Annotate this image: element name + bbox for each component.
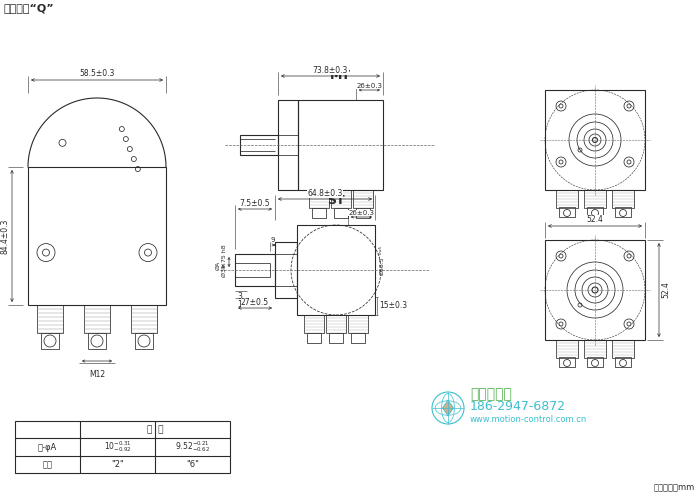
Text: 轴-φA: 轴-φA — [38, 443, 57, 452]
Text: 尺寸单位：mm: 尺寸单位：mm — [654, 483, 695, 492]
Text: 52.4: 52.4 — [661, 282, 670, 298]
Text: 84.4±0.3: 84.4±0.3 — [1, 218, 10, 254]
Text: $9.52^{-0.21}_{-0.62}$: $9.52^{-0.21}_{-0.62}$ — [175, 439, 210, 454]
Text: 64.8±0.3: 64.8±0.3 — [307, 189, 343, 198]
Text: MT: MT — [330, 69, 351, 82]
Text: 52.4: 52.4 — [587, 215, 603, 224]
Text: 15±0.3: 15±0.3 — [379, 302, 407, 310]
Text: 9: 9 — [270, 237, 274, 243]
Polygon shape — [442, 400, 454, 416]
Text: 26±0.3: 26±0.3 — [356, 83, 382, 89]
Text: 15: 15 — [237, 300, 246, 309]
Text: 尺  寸: 尺 寸 — [147, 425, 163, 434]
Text: 方形法兰“Q”: 方形法兰“Q” — [4, 3, 55, 13]
Text: M12: M12 — [89, 370, 105, 379]
Text: "6": "6" — [186, 460, 199, 469]
Text: 26±0.3: 26±0.3 — [349, 210, 375, 216]
Text: 3: 3 — [237, 292, 242, 301]
Text: "2": "2" — [111, 460, 124, 469]
Text: 7.5±0.5: 7.5±0.5 — [239, 199, 270, 208]
Text: Ø31.75 h8: Ø31.75 h8 — [222, 244, 227, 276]
Text: Ø58.5⁻⁰ʷ⁵: Ø58.5⁻⁰ʷ⁵ — [379, 245, 384, 275]
Text: ØA: ØA — [216, 261, 221, 270]
Text: www.motion-control.com.cn: www.motion-control.com.cn — [470, 415, 587, 424]
Text: 西安德伍拓: 西安德伍拓 — [470, 387, 512, 401]
Text: 代码: 代码 — [43, 460, 52, 469]
Text: 186-2947-6872: 186-2947-6872 — [470, 400, 566, 413]
Text: ST: ST — [327, 194, 345, 207]
Text: 27±0.5: 27±0.5 — [241, 298, 269, 307]
Text: 58.5±0.3: 58.5±0.3 — [79, 69, 115, 78]
Text: $10^{-0.31}_{-0.92}$: $10^{-0.31}_{-0.92}$ — [104, 439, 132, 454]
Text: 73.8±0.3: 73.8±0.3 — [313, 66, 348, 75]
